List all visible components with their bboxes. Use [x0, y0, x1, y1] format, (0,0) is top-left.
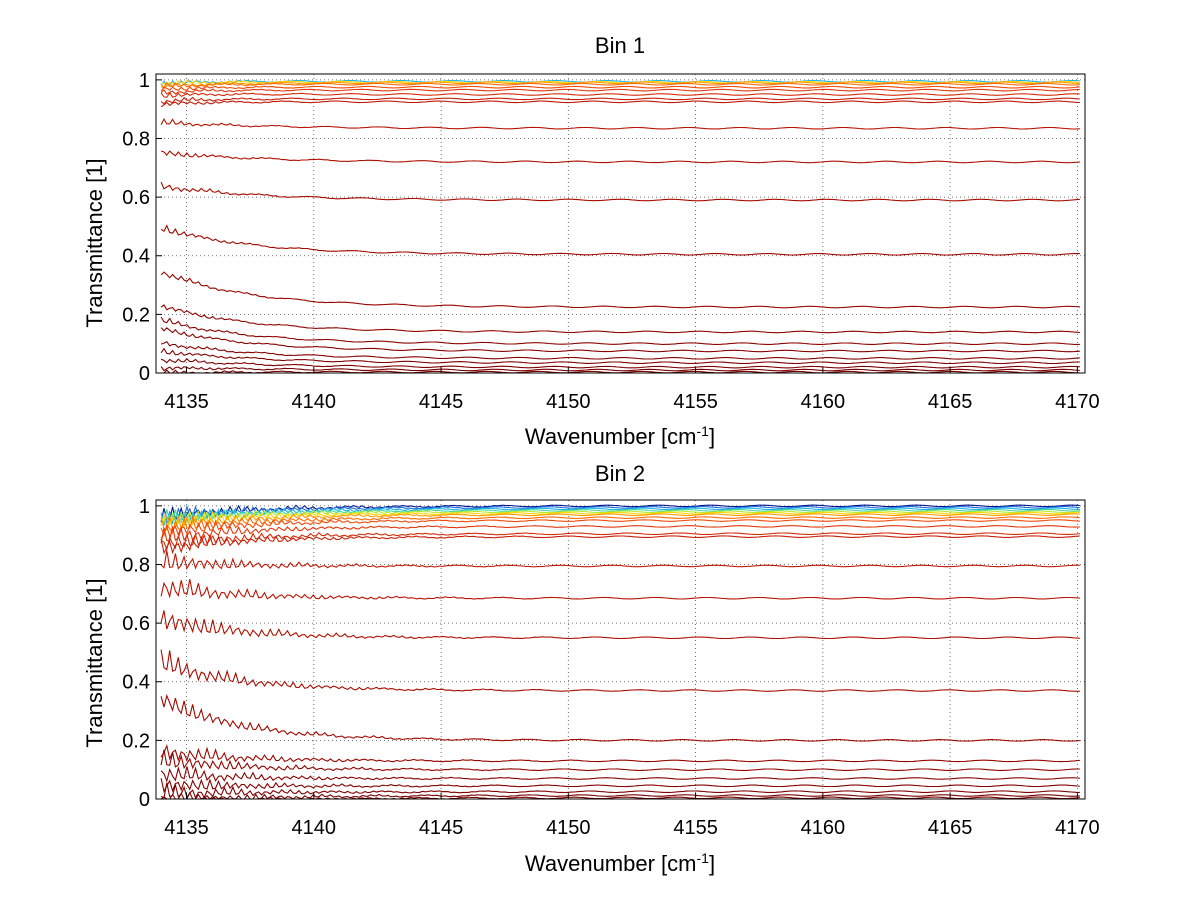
y-tick-label: 0: [139, 363, 150, 385]
series-line: [160, 749, 1080, 772]
x-tick-label: 4170: [1055, 391, 1100, 413]
y-tick-label: 0.4: [122, 672, 150, 694]
series-line: [160, 513, 1080, 531]
y-tick-label: 0.2: [122, 730, 150, 752]
series-line: [160, 504, 1080, 525]
series-line: [160, 519, 1080, 539]
tick-labels: 4135 4140 4145 4150 4155 4160 4165 4170 0 0.2 0.4 0…: [122, 70, 1099, 413]
series-line: [160, 579, 1080, 600]
x-axis-label: Wavenumber [cm-1]: [525, 423, 715, 449]
gridlines: [156, 500, 1085, 800]
series-line: [160, 88, 1080, 95]
series-line: [160, 504, 1080, 523]
x-tick-label: 4140: [292, 391, 337, 413]
x-tick-label: 4140: [292, 817, 337, 839]
x-tick-label: 4155: [673, 817, 718, 839]
series-line: [161, 81, 1080, 88]
y-tick-label: 1: [139, 70, 150, 92]
series-line: [160, 91, 1080, 98]
series-line: [160, 510, 1080, 530]
series-line: [160, 117, 1080, 130]
gridlines: [156, 74, 1085, 374]
plot-frame: [155, 499, 1086, 800]
series-line: [160, 85, 1080, 92]
series-line: [160, 100, 1080, 108]
series-line: [160, 515, 1080, 538]
series-line: [160, 533, 1080, 555]
x-tick-label: 4165: [928, 817, 973, 839]
x-tick-label: 4160: [801, 817, 846, 839]
y-axis-label: Transmittance [1]: [82, 578, 107, 747]
y-tick-label: 1: [139, 496, 150, 518]
y-tick-label: 0.8: [122, 554, 150, 576]
x-tick-label: 4135: [164, 391, 209, 413]
x-tick-label: 4145: [419, 391, 464, 413]
series-line: [160, 316, 1080, 345]
series-line: [160, 782, 1080, 800]
x-tick-label: 4165: [928, 391, 973, 413]
x-tick-label: 4170: [1055, 817, 1100, 839]
series-line: [160, 766, 1080, 783]
series-line: [160, 778, 1080, 794]
chart-title: Bin 2: [595, 461, 645, 486]
series-group: [160, 504, 1080, 800]
y-tick-label: 0.6: [122, 613, 150, 635]
y-tick-label: 0.6: [122, 187, 150, 209]
series-line: [161, 79, 1080, 87]
series-line: [160, 224, 1080, 256]
series-line: [160, 508, 1080, 527]
y-axis-label: Transmittance [1]: [82, 158, 107, 327]
x-tick-label: 4150: [546, 391, 591, 413]
series-line: [160, 181, 1080, 202]
y-tick-label: 0: [139, 789, 150, 811]
x-tick-label: 4150: [546, 817, 591, 839]
chart-title: Bin 1: [595, 33, 645, 58]
series-line: [160, 550, 1080, 571]
series-line: [160, 358, 1080, 369]
series-line: [160, 340, 1080, 360]
y-tick-label: 0.8: [122, 128, 150, 150]
tick-labels: 4135 4140 4145 4150 4155 4160 4165 4170 0 0.2 0.4 0…: [122, 496, 1099, 839]
series-line: [160, 743, 1080, 763]
series-line: [160, 304, 1080, 334]
x-tick-label: 4135: [164, 817, 209, 839]
series-line: [160, 271, 1080, 309]
series-line: [160, 649, 1080, 692]
series-group: [160, 79, 1080, 374]
chart-panel-bin-2: Bin 2 4135 4140 4145 4150 4155 4160 4165 4170 0 0…: [82, 461, 1100, 876]
plot-frame: [155, 73, 1086, 374]
x-tick-label: 4160: [801, 391, 846, 413]
series-line: [160, 524, 1080, 544]
series-line: [160, 150, 1080, 164]
y-tick-label: 0.4: [122, 246, 150, 268]
series-line: [160, 693, 1080, 742]
series-line: [160, 327, 1080, 353]
x-axis-label: Wavenumber [cm-1]: [525, 850, 715, 876]
series-line: [160, 791, 1080, 800]
y-tick-label: 0.2: [122, 304, 150, 326]
series-line: [160, 347, 1080, 365]
series-line: [160, 532, 1080, 552]
series-line: [160, 96, 1080, 105]
series-line: [160, 610, 1080, 640]
series-line: [160, 79, 1080, 86]
x-tick-label: 4155: [673, 391, 718, 413]
chart-panel-bin-1: Bin 1 4135 4140 4145 4150 4155 4160 4165 4170 0 0…: [82, 33, 1100, 449]
x-tick-label: 4145: [419, 817, 464, 839]
